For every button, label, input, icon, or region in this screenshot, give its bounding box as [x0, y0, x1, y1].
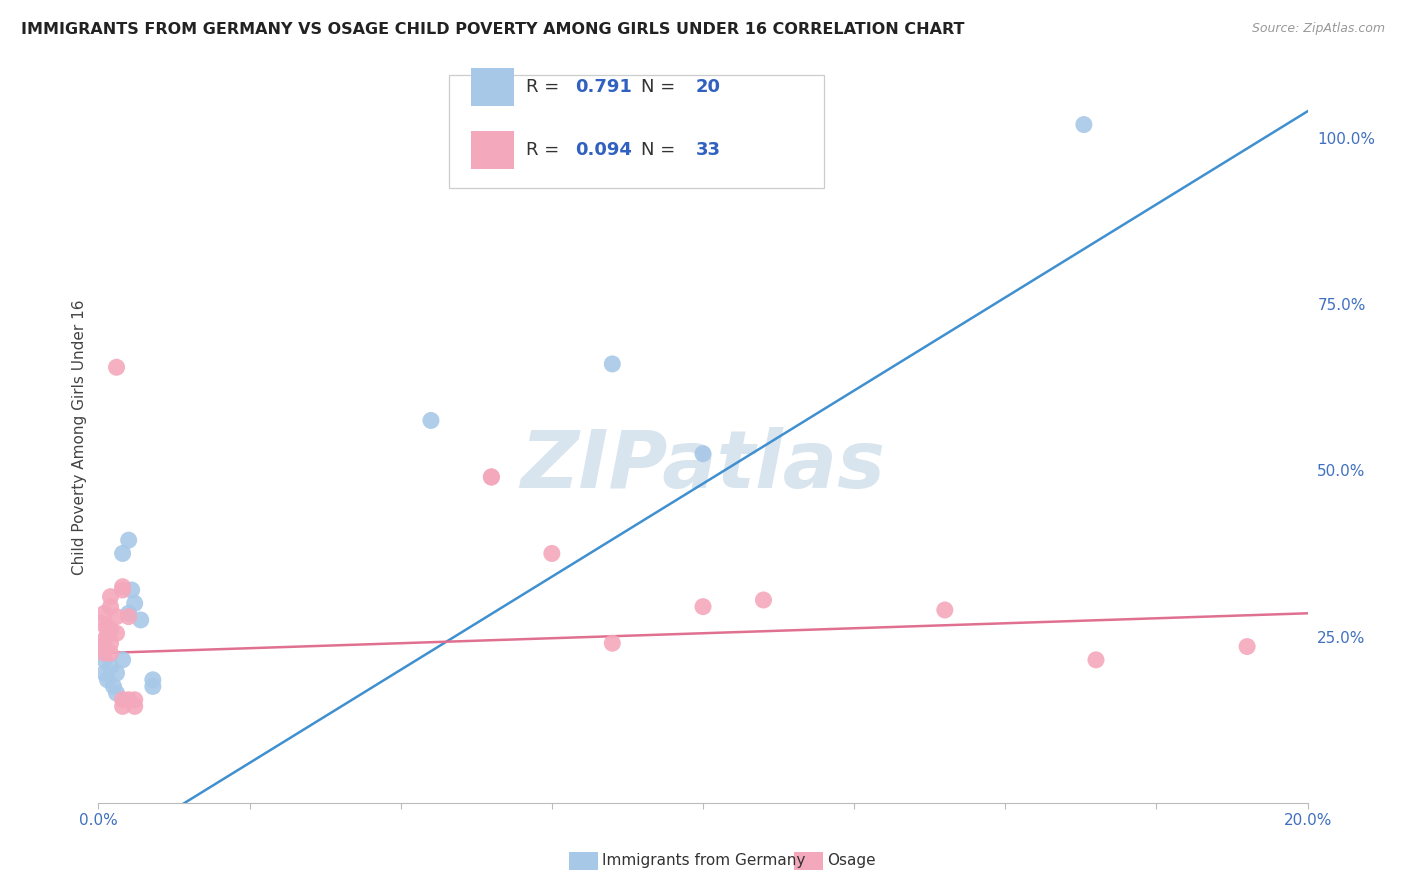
- Text: IMMIGRANTS FROM GERMANY VS OSAGE CHILD POVERTY AMONG GIRLS UNDER 16 CORRELATION : IMMIGRANTS FROM GERMANY VS OSAGE CHILD P…: [21, 22, 965, 37]
- Text: 0.791: 0.791: [575, 78, 631, 96]
- Point: [692, 447, 714, 461]
- Text: 33: 33: [696, 141, 721, 159]
- Point: [100, 636, 122, 650]
- Point: [87, 640, 110, 654]
- Point: [602, 636, 624, 650]
- Point: [111, 692, 134, 706]
- Text: 0.094: 0.094: [575, 141, 631, 159]
- Point: [752, 593, 775, 607]
- Point: [111, 699, 134, 714]
- Text: Source: ZipAtlas.com: Source: ZipAtlas.com: [1251, 22, 1385, 36]
- Text: ZIPatlas: ZIPatlas: [520, 427, 886, 506]
- Point: [602, 357, 624, 371]
- FancyBboxPatch shape: [471, 69, 515, 106]
- Point: [111, 580, 134, 594]
- Point: [129, 613, 152, 627]
- Point: [142, 673, 165, 687]
- Point: [93, 646, 115, 660]
- Point: [118, 609, 141, 624]
- Point: [1085, 653, 1108, 667]
- Point: [105, 609, 128, 624]
- Point: [105, 360, 128, 375]
- Point: [93, 653, 115, 667]
- Point: [118, 692, 141, 706]
- Text: N =: N =: [641, 78, 682, 96]
- Point: [100, 623, 122, 637]
- Point: [1236, 640, 1258, 654]
- Point: [93, 607, 115, 621]
- Point: [103, 680, 125, 694]
- Text: N =: N =: [641, 141, 682, 159]
- Point: [100, 646, 122, 660]
- Point: [96, 619, 118, 633]
- Text: R =: R =: [526, 78, 565, 96]
- Point: [100, 659, 122, 673]
- Point: [121, 582, 143, 597]
- FancyBboxPatch shape: [471, 130, 515, 169]
- Point: [93, 640, 115, 654]
- Point: [934, 603, 956, 617]
- Point: [100, 599, 122, 614]
- Point: [692, 599, 714, 614]
- Point: [111, 582, 134, 597]
- Point: [142, 680, 165, 694]
- Text: 20: 20: [696, 78, 721, 96]
- Text: Osage: Osage: [827, 854, 876, 868]
- Point: [96, 673, 118, 687]
- Point: [124, 692, 146, 706]
- FancyBboxPatch shape: [449, 75, 824, 188]
- Point: [124, 699, 146, 714]
- Point: [540, 546, 562, 560]
- Text: R =: R =: [526, 141, 565, 159]
- Point: [124, 596, 146, 610]
- Point: [96, 626, 118, 640]
- Point: [105, 626, 128, 640]
- Point: [1073, 118, 1095, 132]
- Point: [118, 607, 141, 621]
- Point: [111, 546, 134, 560]
- Point: [105, 686, 128, 700]
- Point: [481, 470, 503, 484]
- Point: [118, 533, 141, 548]
- Point: [420, 413, 443, 427]
- Point: [93, 666, 115, 681]
- Point: [93, 632, 115, 647]
- Point: [105, 666, 128, 681]
- Y-axis label: Child Poverty Among Girls Under 16: Child Poverty Among Girls Under 16: [72, 300, 87, 574]
- Point: [111, 653, 134, 667]
- Point: [481, 470, 503, 484]
- Point: [100, 590, 122, 604]
- Point: [90, 616, 112, 631]
- Text: Immigrants from Germany: Immigrants from Germany: [602, 854, 806, 868]
